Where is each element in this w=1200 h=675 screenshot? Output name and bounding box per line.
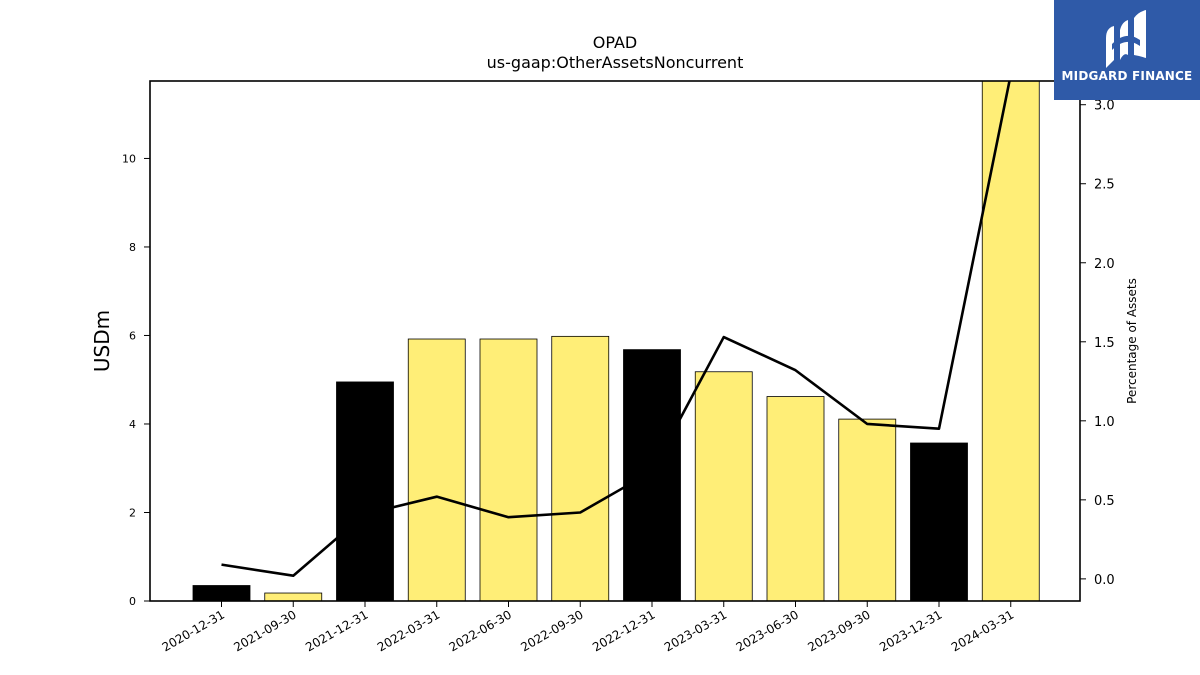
x-tick-label: 2021-12-31 [303, 607, 370, 654]
y2-tick-label: 3.0 [1094, 99, 1115, 114]
chart-subtitle: us-gaap:OtherAssetsNoncurrent [487, 53, 744, 72]
y2-tick-label: 1.0 [1094, 415, 1115, 430]
x-tick-label: 2022-09-30 [518, 607, 585, 654]
x-tick-label: 2023-09-30 [805, 607, 872, 654]
y-tick-label: 0 [129, 595, 136, 608]
bar-2023-09-30 [838, 418, 897, 602]
y-axis-label: USDm [90, 310, 114, 372]
x-tick-label: 2022-06-30 [447, 607, 514, 654]
bar-2024-03-31 [981, 80, 1040, 602]
y2-axis-label: Percentage of Assets [1125, 278, 1139, 404]
x-tick-label: 2024-03-31 [949, 607, 1016, 654]
brand-mark-icon [1106, 10, 1146, 68]
x-tick-label: 2020-12-31 [160, 607, 227, 654]
brand-name: MIDGARD FINANCE [1061, 69, 1193, 83]
percentage-line [221, 81, 1011, 578]
x-tick-label: 2023-03-31 [662, 607, 729, 654]
bar-2022-03-31 [407, 338, 466, 602]
x-tick-label: 2022-03-31 [375, 607, 442, 654]
line-layer [221, 81, 1011, 578]
bar-2023-12-31 [910, 442, 968, 602]
y2-tick-label: 0.5 [1094, 494, 1115, 509]
bar-2022-06-30 [479, 338, 538, 602]
bar-2022-12-31 [623, 349, 681, 602]
x-tick-label: 2021-09-30 [231, 607, 298, 654]
y2-tick-label: 2.5 [1094, 178, 1115, 193]
bar-2022-09-30 [551, 335, 610, 602]
x-tick-label: 2023-12-31 [877, 607, 944, 654]
y2-tick-label: 2.0 [1094, 257, 1115, 272]
y-tick-label: 8 [129, 241, 136, 254]
bar-2023-03-31 [694, 371, 753, 602]
chart-title: OPAD [593, 33, 637, 52]
y2-tick-label: 1.5 [1094, 336, 1115, 351]
bar-2023-06-30 [766, 396, 825, 602]
bar-2020-12-31 [192, 585, 251, 602]
x-tick-label: 2022-12-31 [590, 607, 657, 654]
y-tick-label: 10 [122, 152, 136, 165]
plot-frame [149, 80, 1081, 602]
brand-logo: MIDGARD FINANCE [1054, 0, 1200, 100]
bars-layer [192, 80, 1040, 602]
y2-tick-label: 0.0 [1094, 573, 1115, 588]
y-tick-label: 6 [129, 329, 136, 342]
y-tick-label: 4 [129, 418, 136, 431]
bar-2021-12-31 [336, 381, 394, 602]
y-tick-label: 2 [129, 506, 136, 519]
bar-2021-09-30 [264, 592, 323, 602]
x-tick-label: 2023-06-30 [734, 607, 801, 654]
